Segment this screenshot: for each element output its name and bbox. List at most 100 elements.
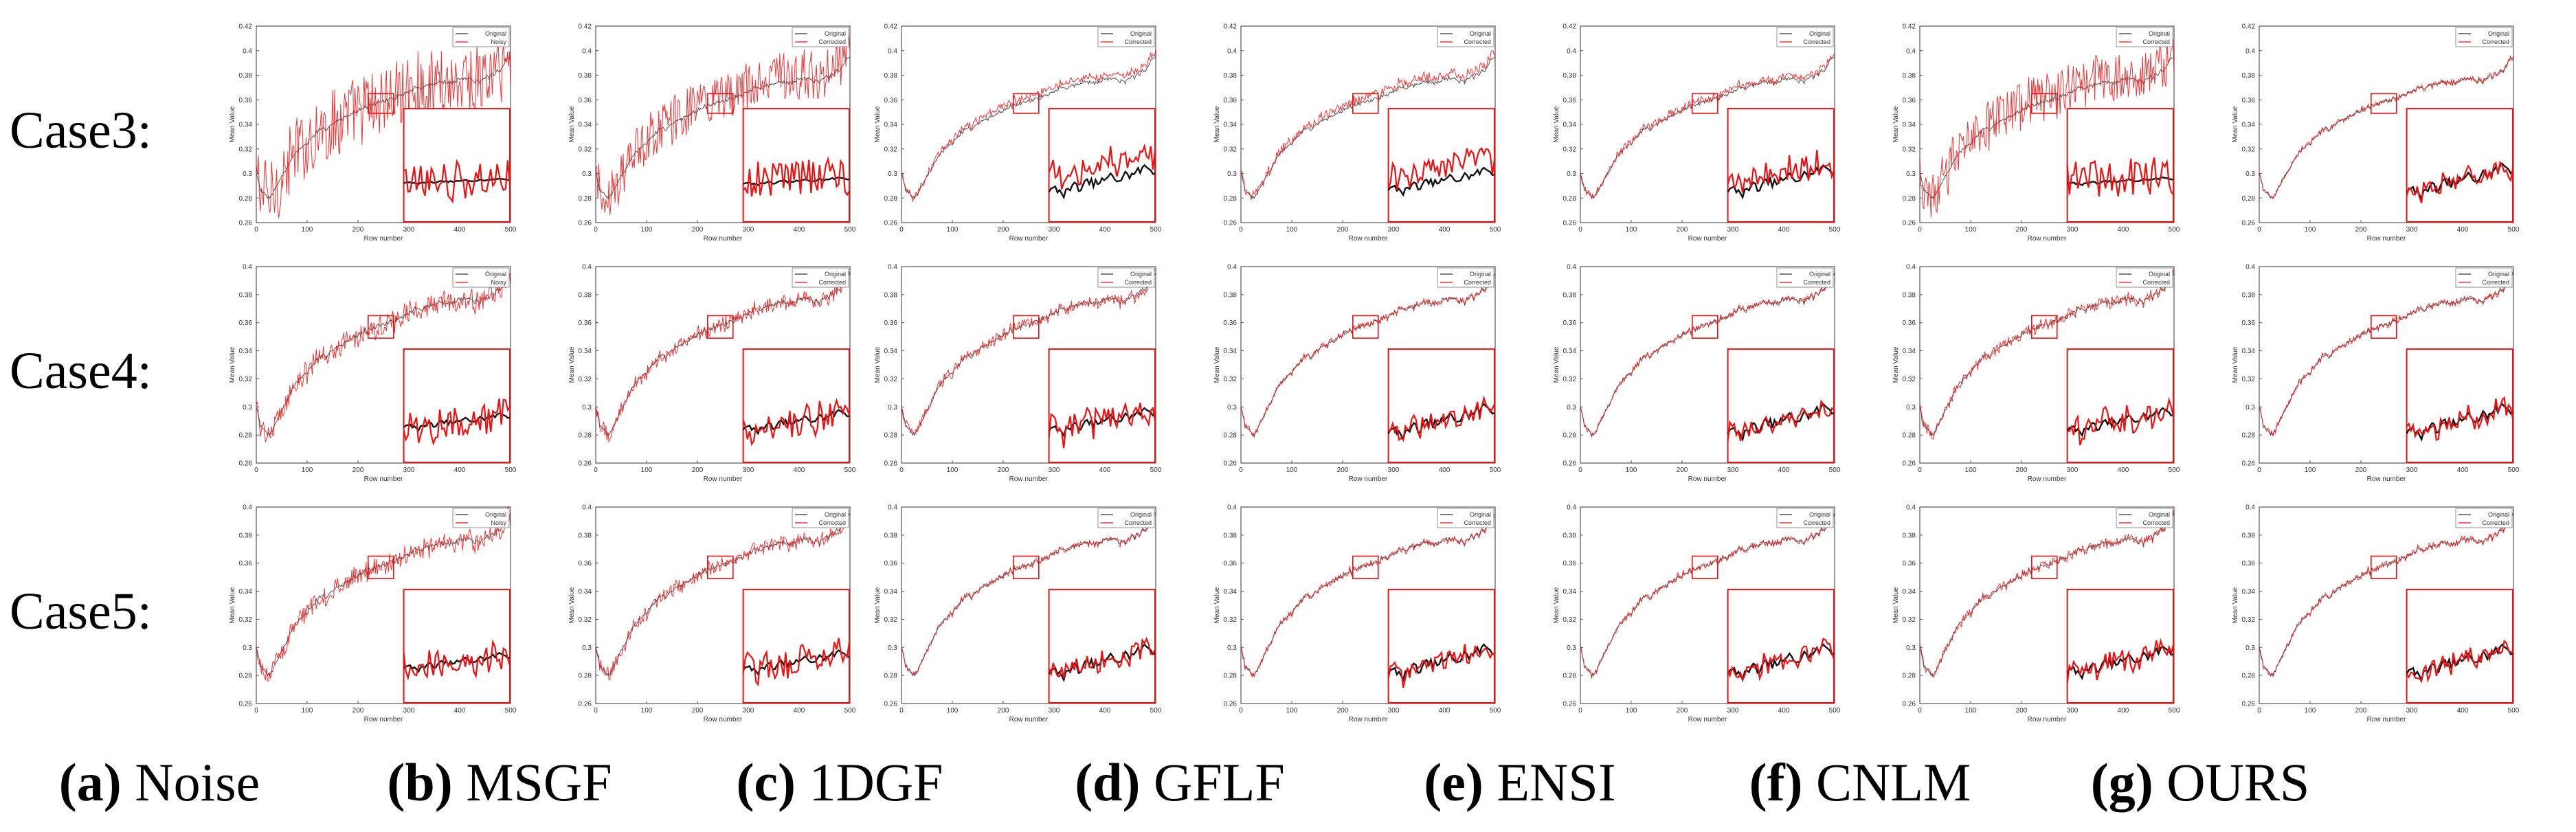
column-label-e: (e) ENSI: [1424, 752, 1616, 812]
y-tick-label: 0.38: [1563, 72, 1577, 80]
zoom-region-marker: [707, 555, 734, 579]
y-tick-label: 0.34: [884, 348, 898, 355]
x-tick-label: 0: [1578, 707, 1582, 715]
x-tick-label: 400: [2457, 707, 2469, 715]
y-tick-label: 0.26: [1224, 460, 1237, 468]
series-processed-line: [2259, 513, 2514, 678]
row-label-case4: Case4:: [10, 342, 152, 400]
inset-processed-line: [403, 398, 511, 447]
x-tick-label: 300: [1388, 466, 1400, 474]
y-tick-label: 0.38: [1224, 532, 1237, 539]
legend-box: [2116, 27, 2173, 47]
legend-label-original: Original: [1130, 271, 1152, 278]
y-tick-label: 0.28: [239, 432, 253, 440]
x-tick-label: 400: [1439, 466, 1451, 474]
y-tick-label: 0.34: [884, 122, 898, 129]
y-tick-label: 0.28: [1563, 673, 1577, 680]
zoom-inset: [1048, 108, 1156, 223]
y-tick-label: 0.32: [2242, 146, 2256, 153]
x-tick-label: 100: [302, 707, 313, 715]
inset-processed-line: [1727, 398, 1835, 442]
x-tick-label: 0: [2257, 226, 2261, 234]
x-tick-label: 0: [1918, 226, 1922, 234]
x-axis-label: Row number: [1349, 235, 1388, 243]
series-processed-line: [901, 48, 1156, 203]
y-tick-label: 0.32: [579, 146, 592, 153]
y-tick-label: 0.26: [1903, 460, 1916, 468]
y-tick-label: 0.3: [582, 170, 592, 178]
zoom-inset: [403, 348, 511, 463]
y-tick-label: 0.26: [1563, 460, 1577, 468]
y-tick-label: 0.36: [239, 319, 253, 327]
y-tick-label: 0.36: [2242, 97, 2256, 104]
y-tick-label: 0.34: [1563, 122, 1577, 129]
x-tick-label: 300: [2067, 466, 2079, 474]
y-tick-label: 0.28: [579, 673, 592, 680]
inset-original-line: [1048, 643, 1156, 683]
x-tick-label: 500: [1150, 466, 1162, 474]
y-tick-label: 0.26: [579, 701, 592, 708]
x-tick-label: 200: [998, 226, 1009, 234]
legend-label-original: Original: [485, 30, 506, 37]
x-tick-label: 300: [743, 226, 754, 234]
x-tick-label: 300: [403, 707, 415, 715]
x-tick-label: 200: [1677, 466, 1688, 474]
legend-label-processed: Corrected: [1803, 279, 1830, 286]
y-tick-label: 0.26: [1224, 701, 1237, 708]
x-tick-label: 300: [743, 707, 754, 715]
x-tick-label: 300: [2406, 466, 2418, 474]
y-tick-label: 0.28: [579, 432, 592, 440]
inset-processed-line: [742, 398, 851, 447]
y-axis-label: Mean Value: [229, 346, 236, 383]
legend-box: [1437, 508, 1494, 528]
zoom-region-marker: [2031, 555, 2058, 579]
x-tick-label: 200: [1337, 707, 1349, 715]
y-axis-label: Mean Value: [568, 587, 576, 623]
legend-box: [2116, 508, 2173, 528]
x-tick-label: 0: [899, 466, 904, 474]
zoom-region-marker: [367, 93, 394, 114]
y-tick-label: 0.4: [1906, 504, 1916, 512]
plot-r4-c: 0.26 0.28 0.3 0.32 0.34 0.36 0.38 0.4 0 100 200 300…: [874, 264, 1162, 484]
y-tick-label: 0.28: [579, 195, 592, 203]
y-tick-label: 0.3: [1227, 170, 1237, 178]
x-tick-label: 500: [1829, 466, 1841, 474]
legend-label-original: Original: [1809, 511, 1830, 518]
zoom-inset: [1048, 589, 1156, 704]
y-tick-label: 0.26: [884, 701, 898, 708]
legend-label-original: Original: [2488, 271, 2509, 278]
x-tick-label: 100: [2305, 466, 2316, 474]
y-axis-label: Mean Value: [1553, 346, 1560, 383]
y-axis-label: Mean Value: [229, 106, 236, 142]
y-tick-label: 0.36: [1903, 560, 1916, 567]
y-tick-label: 0.3: [888, 170, 897, 178]
x-tick-label: 500: [2508, 226, 2520, 234]
x-tick-label: 100: [641, 226, 653, 234]
y-tick-label: 0.28: [884, 432, 898, 440]
y-axis-label: Mean Value: [568, 106, 576, 142]
x-tick-label: 400: [1778, 226, 1790, 234]
legend-label-original: Original: [1809, 30, 1830, 37]
column-label-f: (f) CNLM: [1749, 752, 1971, 812]
legend-box: [452, 508, 510, 528]
y-tick-label: 0.26: [2242, 460, 2256, 468]
legend-label-original: Original: [825, 271, 846, 278]
y-tick-label: 0.34: [1903, 348, 1916, 355]
plot-r3-g: 0.26 0.28 0.3 0.32 0.34 0.36 0.38 0.4 0.42 0 100 20…: [2232, 23, 2520, 243]
y-tick-label: 0.38: [579, 532, 592, 539]
x-tick-label: 100: [641, 466, 653, 474]
legend-label-processed: Corrected: [2142, 279, 2170, 286]
x-tick-label: 300: [403, 226, 415, 234]
inset-processed-line: [1727, 638, 1835, 682]
series-processed-line: [1240, 50, 1496, 201]
y-tick-label: 0.36: [1224, 97, 1237, 104]
y-tick-label: 0.36: [579, 97, 592, 104]
x-tick-label: 300: [2406, 226, 2418, 234]
inset-processed-line: [1387, 147, 1496, 190]
y-tick-label: 0.3: [2245, 644, 2255, 652]
x-tick-label: 200: [692, 466, 704, 474]
series-processed-line: [1919, 267, 2175, 440]
x-tick-label: 200: [1337, 226, 1349, 234]
x-axis-label: Row number: [1349, 716, 1388, 723]
x-tick-label: 0: [899, 707, 904, 715]
